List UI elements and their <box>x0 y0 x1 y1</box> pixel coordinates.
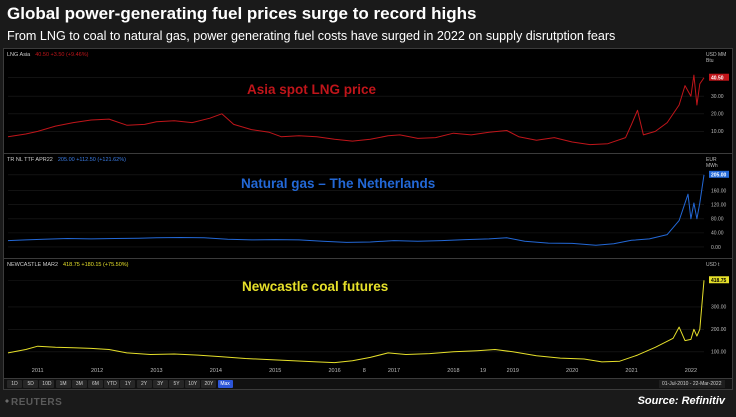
lng-y-tick-label: 40.50 <box>711 76 724 82</box>
x-tick-label: 2021 <box>625 368 638 374</box>
lng-y-tick-label: 30.00 <box>711 94 724 100</box>
range-button-2y[interactable]: 2Y <box>136 380 152 388</box>
coal-y-tick-label: 300.00 <box>711 305 727 311</box>
lng-last-value-badge <box>709 73 729 81</box>
gas-change: +112.50 (+121.62%) <box>76 157 126 163</box>
x-tick-label: 2019 <box>506 368 519 374</box>
gas-unit: EUR MWh <box>706 157 718 169</box>
x-tick-label: 2011 <box>31 368 44 374</box>
reuters-logo: REUTERS <box>4 397 63 408</box>
x-tick-label: 2015 <box>269 368 282 374</box>
gas-last-value-badge <box>709 170 729 178</box>
coal-y-tick-label: 418.75 <box>711 278 727 284</box>
lng-chart-svg: 10.00 20.00 30.00 40.50 <box>7 73 729 146</box>
range-button-1m[interactable]: 1M <box>55 380 71 388</box>
x-tick-label: 2022 <box>684 368 698 374</box>
date-separator: - <box>689 381 693 387</box>
lng-ticker-name: LNG Asia <box>7 52 31 58</box>
gas-ticker-name: TR NL TTF APR22 <box>7 157 53 163</box>
end-date: 22-Mar-2022 <box>692 381 722 387</box>
range-selector: 01-Jul-2010 - 22-Mar-2022 1D 5D 10D 1M 3M 6M Y… <box>3 378 733 390</box>
coal-ticker-name: NEWCASTLE MAR2 <box>7 262 59 268</box>
range-button-1d[interactable]: 1D <box>7 380 22 388</box>
range-button-max[interactable]: Max <box>217 380 233 388</box>
coal-price-line <box>7 280 705 364</box>
x-tick-label: 2012 <box>90 368 104 374</box>
range-button-3y[interactable]: 3Y <box>152 380 168 388</box>
lng-chart-panel: 10.00 20.00 30.00 40.50 LNG Asia 40.50 +3.50… <box>3 48 733 154</box>
x-tick-label: 2017 <box>387 368 401 374</box>
gas-price-line <box>7 174 705 246</box>
gas-last-value: 205.00 <box>57 157 75 163</box>
coal-y-tick-label: 200.00 <box>711 327 727 333</box>
x-tick-label: 8 <box>362 368 366 374</box>
coal-series-title: Newcastle coal futures <box>242 279 389 294</box>
chart-title: Global power-generating fuel prices surg… <box>7 4 477 23</box>
coal-y-tick-label: 100.00 <box>711 350 727 356</box>
coal-change: +180.15 (+75.50%) <box>81 262 129 268</box>
coal-last-value-badge <box>709 276 729 284</box>
lng-change: +3.50 (+9.46%) <box>50 52 89 58</box>
gas-y-tick-label: 120.00 <box>711 203 727 209</box>
coal-chart-panel: 100.00 200.00 300.00 418.75 NEWCASTLE MAR2 4… <box>3 258 733 368</box>
gas-chart-svg: 0.00 40.00 80.00 120.00 160.00 205.00 <box>7 170 729 251</box>
coal-chart-svg: 100.00 200.00 300.00 418.75 <box>7 276 729 364</box>
lng-y-tick-label: 20.00 <box>711 112 724 118</box>
lng-ticker: LNG Asia 40.50 +3.50 (+9.46%) <box>7 52 88 58</box>
lng-price-line <box>7 74 705 146</box>
chart-subtitle: From LNG to coal to natural gas, power g… <box>7 29 616 43</box>
range-button-10y[interactable]: 10Y <box>185 380 201 388</box>
lng-series-title: Asia spot LNG price <box>247 82 377 97</box>
range-button-5d[interactable]: 5D <box>23 380 39 388</box>
gas-y-tick-label: 205.00 <box>711 173 727 179</box>
gas-y-tick-label: 0.00 <box>711 245 721 251</box>
range-button-5y[interactable]: 5Y <box>169 380 184 388</box>
reuters-logo-icon <box>4 398 10 404</box>
gas-chart-panel: 0.00 40.00 80.00 120.00 160.00 205.00 TR NL T… <box>3 153 733 259</box>
gas-y-tick-label: 160.00 <box>711 188 727 194</box>
start-date: 01-Jul-2010 <box>662 381 689 387</box>
coal-last-value: 418.75 <box>63 262 80 268</box>
gas-series-title: Natural gas – The Netherlands <box>241 176 436 191</box>
gas-y-tick-label: 80.00 <box>711 217 724 223</box>
gas-y-tick-label: 40.00 <box>711 231 724 237</box>
footer: REUTERS Source: Refinitiv <box>3 389 731 413</box>
range-button-10d[interactable]: 10D <box>39 380 55 388</box>
lng-y-tick-label: 10.00 <box>711 129 724 135</box>
coal-ticker: NEWCASTLE MAR2 418.75 +180.15 (+75.50%) <box>7 262 129 268</box>
x-axis: 2011 2012 2013 2014 2015 2016 8 2017 2018 19 2019 2… <box>3 366 733 378</box>
x-tick-label: 2020 <box>566 368 579 374</box>
date-range-display[interactable]: 01-Jul-2010 - 22-Mar-2022 <box>659 380 725 388</box>
range-button-ytd[interactable]: YTD <box>104 380 120 388</box>
lng-last-value: 40.50 <box>35 52 49 58</box>
x-tick-label: 2016 <box>328 368 341 374</box>
x-tick-label: 2013 <box>150 368 163 374</box>
range-button-20y[interactable]: 20Y <box>201 380 217 388</box>
lng-unit: USD MM Btu <box>706 52 727 64</box>
source-note: Source: Refinitiv <box>637 395 725 407</box>
x-tick-label: 2018 <box>447 368 460 374</box>
range-button-6m[interactable]: 6M <box>88 380 103 388</box>
range-button-3m[interactable]: 3M <box>71 380 87 388</box>
range-button-1y[interactable]: 1Y <box>120 380 136 388</box>
coal-unit: USD t <box>706 262 720 268</box>
x-tick-label: 2014 <box>209 368 222 374</box>
x-tick-label: 19 <box>480 368 487 374</box>
reuters-logo-text: REUTERS <box>11 397 63 408</box>
gas-ticker: TR NL TTF APR22 205.00 +112.50 (+121.62%) <box>7 157 126 163</box>
